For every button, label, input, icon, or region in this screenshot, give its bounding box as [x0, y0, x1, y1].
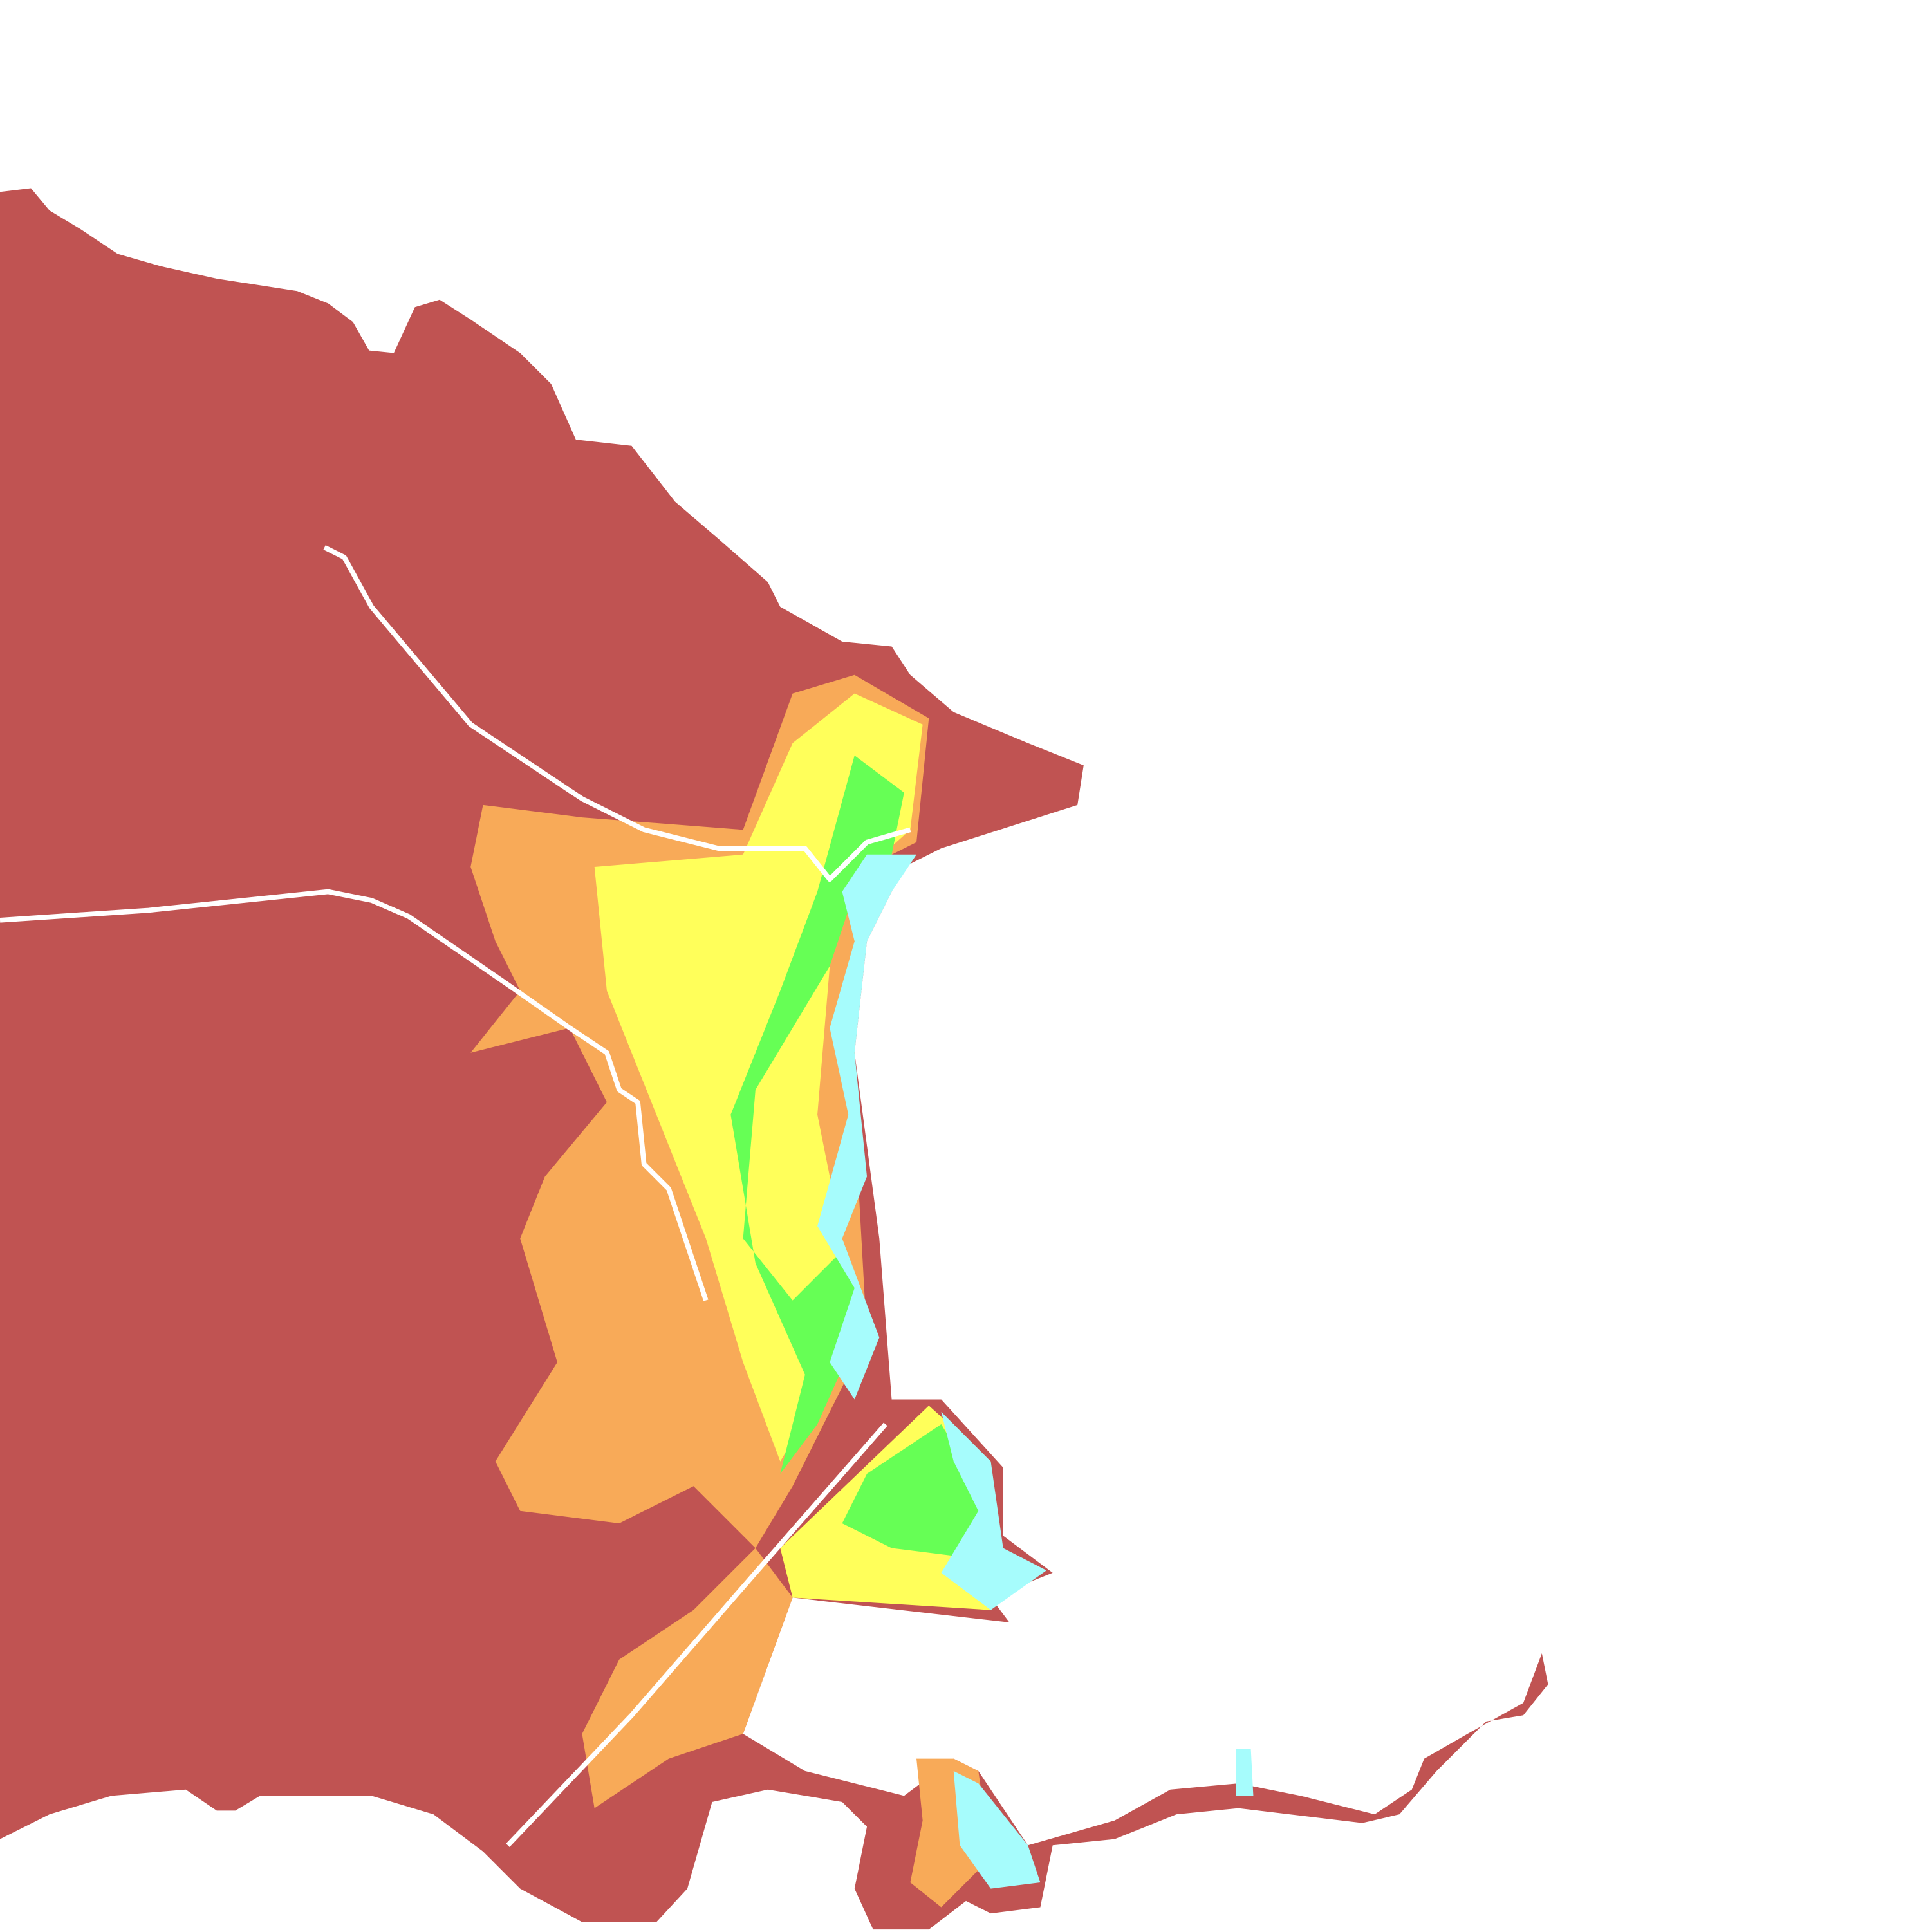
- zone-high-class-south: [582, 1548, 793, 1808]
- zone-lowest-class-bay: [953, 1770, 1041, 1889]
- road-west: [0, 889, 709, 1301]
- road-north: [323, 545, 911, 882]
- road-causeway: [506, 1422, 887, 1847]
- zone-lowest-class-peninsula: [941, 1411, 1047, 1610]
- zone-lowest-class-east: [1236, 1749, 1254, 1796]
- zone-low-class: [730, 755, 904, 1474]
- zone-lowest-class: [817, 854, 917, 1400]
